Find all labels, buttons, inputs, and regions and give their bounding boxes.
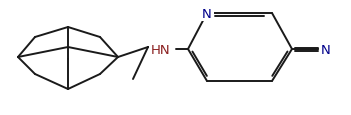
Text: N: N	[202, 7, 212, 20]
Text: N: N	[321, 43, 331, 56]
Text: HN: HN	[150, 43, 170, 56]
